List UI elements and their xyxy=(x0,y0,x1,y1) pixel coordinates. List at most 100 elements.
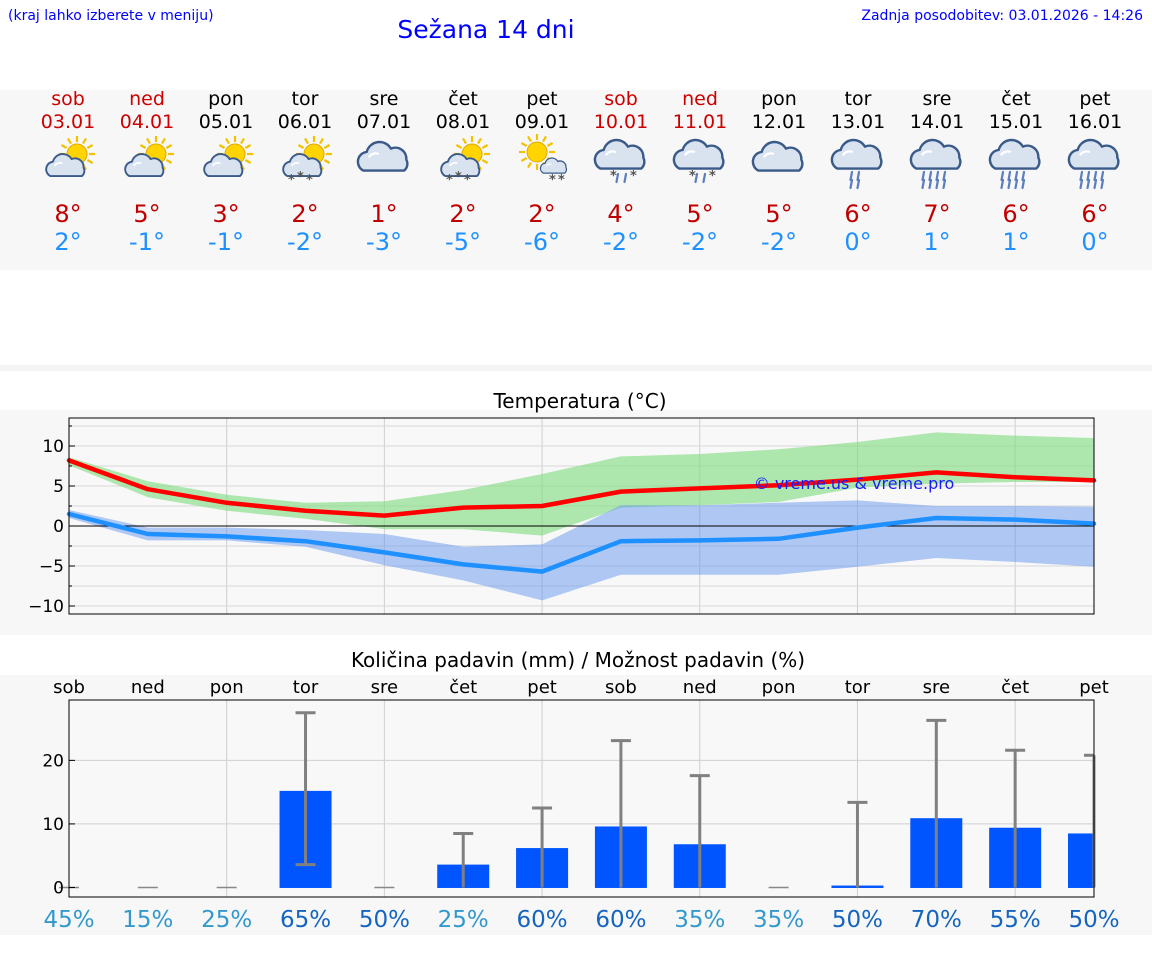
temp-max: 8° xyxy=(54,200,82,228)
plot-frame xyxy=(68,417,1095,615)
temp-max: 4° xyxy=(607,200,635,228)
precip-probability: 65% xyxy=(280,907,331,933)
precip-probability: 60% xyxy=(595,907,646,933)
day-date: 03.01 xyxy=(40,111,96,133)
precip-probability: 50% xyxy=(359,907,410,933)
day-date: 11.01 xyxy=(672,111,728,133)
day-name: sre xyxy=(369,88,399,110)
watermark: © vreme.us & vreme.pro xyxy=(754,474,955,493)
day-date: 08.01 xyxy=(435,111,491,133)
temp-max: 6° xyxy=(1002,200,1030,228)
y-tick-label: 10 xyxy=(42,815,64,835)
temp-max: 5° xyxy=(133,200,161,228)
svg-text:*: * xyxy=(464,173,471,188)
svg-text:*: * xyxy=(689,169,696,184)
precip-probability: 60% xyxy=(517,907,568,933)
cloud-sleet-icon: * * xyxy=(593,138,646,184)
forecast-day: sre 14.01 7° 1° xyxy=(898,88,977,256)
min-range-band xyxy=(69,500,1094,601)
temp-min: -1° xyxy=(208,228,244,256)
day-name: pon xyxy=(208,88,244,110)
precip-probability: 15% xyxy=(122,907,173,933)
temp-max: 2° xyxy=(528,200,556,228)
temp-max: 5° xyxy=(686,200,714,228)
day-date: 15.01 xyxy=(988,111,1044,133)
svg-text:*: * xyxy=(630,169,637,184)
forecast-days: sob 03.01 8° 2° ned 04.01 5° -1° pon 05.01 3° -1° to… xyxy=(0,88,1152,268)
forecast-day: čet 15.01 6° 1° xyxy=(977,88,1056,256)
temp-max: 2° xyxy=(449,200,477,228)
y-tick-label: 20 xyxy=(42,751,64,771)
svg-text:*: * xyxy=(306,173,313,188)
cloud-rain-heavy-icon xyxy=(909,138,962,190)
precip-probability: 25% xyxy=(201,907,252,933)
temp-max: 2° xyxy=(291,200,319,228)
precip-probability: 50% xyxy=(832,907,883,933)
precip-probability: 50% xyxy=(1068,907,1119,933)
category-label: tor xyxy=(845,677,871,698)
svg-text:*: * xyxy=(610,169,617,184)
sun-cloud-icon xyxy=(123,136,174,178)
page-title: Sežana 14 dni xyxy=(397,15,575,44)
series-max-line xyxy=(66,458,1097,518)
precip-probability: 70% xyxy=(911,907,962,933)
sun-small-cloud-snow-icon: * * xyxy=(518,134,567,188)
svg-text:*: * xyxy=(297,170,304,185)
y-tick-label: −10 xyxy=(28,597,64,617)
day-date: 12.01 xyxy=(751,111,807,133)
svg-text:*: * xyxy=(446,173,453,188)
category-label: čet xyxy=(1001,677,1029,698)
precip-probability: 35% xyxy=(674,907,725,933)
forecast-day: sre 07.01 1° -3° xyxy=(345,88,424,256)
last-updated: Zadnja posodobitev: 03.01.2026 - 14:26 xyxy=(861,8,1143,24)
temp-max: 5° xyxy=(765,200,793,228)
day-name: sob xyxy=(51,88,85,110)
cloud-rain-heavy-icon xyxy=(988,138,1041,190)
precip-probability: 45% xyxy=(43,907,94,933)
cloud-sleet-icon: * * xyxy=(672,138,725,184)
day-date: 06.01 xyxy=(277,111,333,133)
sun-cloud-snow-icon: * * * xyxy=(439,136,490,188)
day-name: tor xyxy=(844,88,872,110)
forecast-day: tor 06.01 * * * 2° -2° xyxy=(266,88,345,256)
temp-min: -2° xyxy=(761,228,797,256)
svg-text:*: * xyxy=(709,169,716,184)
forecast-day: ned 11.01 * * 5° -2° xyxy=(661,88,740,256)
temp-max: 1° xyxy=(370,200,398,228)
forecast-day: tor 13.01 6° 0° xyxy=(819,88,898,256)
svg-text:*: * xyxy=(455,170,462,185)
category-label: pon xyxy=(210,677,244,698)
divider xyxy=(0,365,1152,371)
temp-min: -1° xyxy=(129,228,165,256)
day-name: tor xyxy=(291,88,319,110)
day-date: 07.01 xyxy=(356,111,412,133)
category-label: ned xyxy=(131,677,165,698)
y-tick-label: 0 xyxy=(53,878,64,898)
sun-cloud-icon xyxy=(202,136,253,178)
day-name: pet xyxy=(1079,88,1111,110)
temp-min: 1° xyxy=(1002,228,1030,256)
precip-bar xyxy=(1068,833,1094,888)
category-label: sre xyxy=(923,677,950,698)
temp-min: 0° xyxy=(844,228,872,256)
day-name: sre xyxy=(922,88,952,110)
temperature-chart: Temperatura (°C) © vreme.us & vreme.pro 10… xyxy=(28,389,1097,617)
day-name: pon xyxy=(761,88,797,110)
category-label: čet xyxy=(449,677,477,698)
temp-max: 3° xyxy=(212,200,240,228)
y-tick-label: 0 xyxy=(53,517,64,537)
forecast-day: pon 05.01 3° -1° xyxy=(187,88,266,256)
category-label: pet xyxy=(1079,677,1109,698)
day-name: sob xyxy=(604,88,638,110)
sun-cloud-icon xyxy=(44,136,95,178)
precipitation-chart: Količina padavin (mm) / Možnost padavin … xyxy=(42,648,1119,933)
temp-min: -3° xyxy=(366,228,402,256)
day-date: 14.01 xyxy=(909,111,965,133)
category-label: ned xyxy=(683,677,717,698)
category-label: tor xyxy=(293,677,319,698)
chart-title: Količina padavin (mm) / Možnost padavin … xyxy=(351,648,805,672)
forecast-day: ned 04.01 5° -1° xyxy=(108,88,187,256)
temp-min: -5° xyxy=(445,228,481,256)
forecast-day: sob 10.01 * * 4° -2° xyxy=(582,88,661,256)
day-date: 05.01 xyxy=(198,111,254,133)
